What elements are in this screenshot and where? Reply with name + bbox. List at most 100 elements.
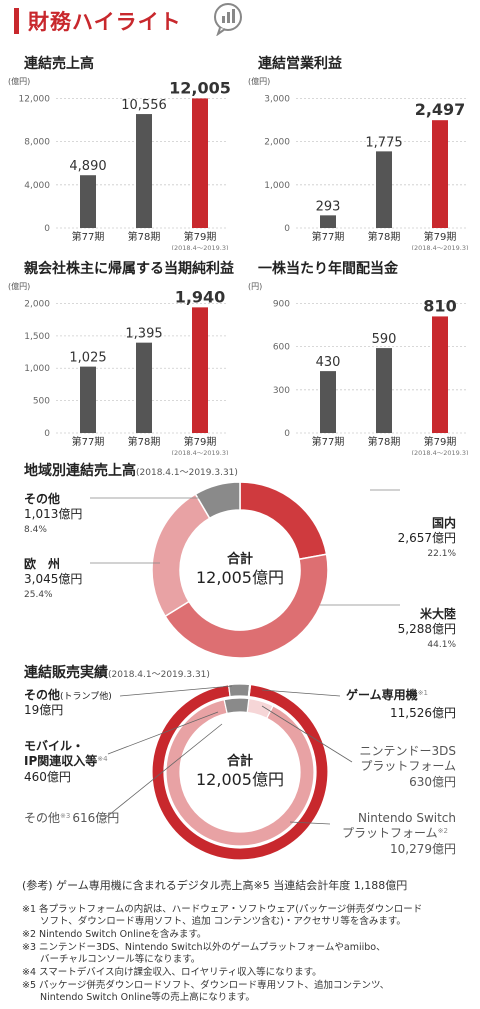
- y-tick-label: 500: [33, 397, 50, 407]
- bar-value-label: 810: [423, 296, 456, 315]
- footnote-5b: Nintendo Switch Online等の売上高になります。: [40, 992, 255, 1003]
- center-label: 合計: [227, 551, 253, 567]
- y-unit-label: (億円): [248, 76, 270, 86]
- bar-value-label: 293: [316, 199, 341, 214]
- bar: [376, 151, 392, 228]
- slice-pct: 22.1%: [427, 549, 456, 559]
- x-tick-label: 第79期: [424, 230, 457, 243]
- x-tick-label: 第78期: [368, 435, 401, 448]
- bar: [136, 342, 152, 433]
- leader-line: [261, 705, 353, 763]
- x-tick-label: 第79期: [184, 230, 217, 243]
- bar: [80, 366, 96, 433]
- bar: [136, 114, 152, 228]
- section-accent-bar: [14, 8, 19, 34]
- leader-line: [103, 723, 223, 820]
- bar: [320, 215, 336, 228]
- footnote-1b: ソフト、ダウンロード専用ソフト、追加 コンテンツ含む)・アクセサリ等を含みます。: [40, 916, 406, 927]
- bar: [432, 120, 448, 228]
- donut-slice: [194, 481, 241, 520]
- bar-value-label: 2,497: [415, 100, 466, 119]
- bar: [80, 175, 96, 228]
- chart-title-net-income: 親会社株主に帰属する当期純利益: [24, 261, 234, 277]
- bar: [192, 98, 208, 228]
- footnote-4: ※4 スマートデバイス向け課金収入、ロイヤリティ収入等になります。: [22, 967, 322, 978]
- label-switch-2: プラットフォーム※2: [342, 826, 448, 840]
- x-tick-label: 第77期: [72, 230, 105, 243]
- leader-line: [107, 711, 219, 755]
- donut-inner-slice: [223, 697, 250, 715]
- donut-inner-slice: [165, 699, 315, 847]
- x-tick-label: 第78期: [128, 230, 161, 243]
- bar-value-label: 590: [372, 332, 397, 347]
- slice-name: 欧 州: [24, 556, 60, 571]
- y-tick-label: 2,000: [264, 138, 290, 148]
- x-tick-label: 第77期: [72, 435, 105, 448]
- slice-pct: 44.1%: [427, 640, 456, 650]
- bar-value-label: 12,005: [169, 78, 231, 97]
- y-tick-label: 300: [273, 386, 290, 396]
- label-3ds-1: ニンテンドー3DS: [360, 744, 457, 758]
- y-tick-label: 900: [273, 299, 290, 309]
- label-mobile-1: モバイル・: [24, 739, 84, 753]
- center-value: 12,005億円: [196, 568, 284, 587]
- x-tick-label: 第77期: [312, 435, 345, 448]
- period-note: (2018.4〜2019.3): [411, 244, 468, 250]
- slice-value: 1,013億円: [24, 507, 82, 521]
- bar-value-label: 1,940: [175, 287, 226, 306]
- bar: [376, 348, 392, 433]
- bar: [192, 307, 208, 433]
- donut-outer-slice: [247, 683, 252, 698]
- x-tick-label: 第78期: [128, 435, 161, 448]
- slice-name: 米大陸: [420, 606, 456, 621]
- bar-value-label: 1,395: [125, 327, 162, 342]
- leader-line: [119, 685, 233, 697]
- label-switch-value: 10,279億円: [390, 842, 456, 856]
- bar-chart-net-income: (億円) 0 500 1,000 1,500 2,000 1,025 第77期 1,395 第78…: [8, 281, 229, 455]
- label-mobile-value: 460億円: [24, 770, 71, 784]
- leader-line: [289, 821, 331, 825]
- bar-chart-dividend: (円) 0 300 600 900 430 第77期 590 第78期 810 第79期(2018.…: [248, 282, 469, 455]
- donut-chart-segment: その他(トランプ他) 19億円 モバイル・ IP関連収入等※4 460億円 その…: [24, 683, 457, 861]
- y-tick-label: 3,000: [264, 94, 290, 104]
- y-tick-label: 12,000: [19, 94, 51, 104]
- period-note: (2018.4〜2019.3): [411, 449, 468, 455]
- slice-pct: 25.4%: [24, 590, 53, 600]
- bar-chart-sales: (億円) 0 4,000 8,000 12,000 4,890 第77期 10,556 第78期…: [8, 76, 231, 250]
- slice-name: 国内: [432, 515, 456, 530]
- y-tick-label: 1,500: [24, 332, 50, 342]
- slice-pct: 8.4%: [24, 525, 47, 535]
- label-mobile-2: IP関連収入等※4: [24, 753, 108, 768]
- y-tick-label: 0: [284, 429, 290, 439]
- period-note: (2018.4〜2019.3): [171, 449, 228, 455]
- slice-name: その他: [24, 491, 60, 506]
- section-title: 財務ハイライト: [28, 10, 182, 34]
- y-tick-label: 0: [44, 429, 50, 439]
- footnote-2: ※2 Nintendo Switch Onlineを含みます。: [22, 929, 207, 940]
- y-tick-label: 8,000: [24, 138, 50, 148]
- bar-value-label: 1,025: [69, 351, 106, 366]
- segment-period: (2018.4.1〜2019.3.31): [108, 670, 210, 680]
- bar-chart-operating-income: (億円) 0 1,000 2,000 3,000 293 第77期 1,775 第78期 2,49…: [248, 76, 469, 250]
- chart-title-operating-income: 連結営業利益: [258, 56, 342, 72]
- y-tick-label: 0: [284, 224, 290, 234]
- chart-speech-icon: [214, 3, 242, 36]
- leader-line: [261, 689, 341, 697]
- y-tick-label: 0: [44, 224, 50, 234]
- y-unit-label: (円): [248, 282, 262, 291]
- label-other3: その他※3 616億円: [24, 811, 119, 825]
- x-tick-label: 第79期: [424, 435, 457, 448]
- label-3ds-value: 630億円: [409, 775, 456, 789]
- y-tick-label: 2,000: [24, 299, 50, 309]
- y-tick-label: 600: [273, 343, 290, 353]
- region-period: (2018.4.1〜2019.3.31): [136, 468, 238, 478]
- segment-title-text: 連結販売実績: [24, 665, 108, 681]
- slice-value: 2,657億円: [398, 531, 456, 545]
- bar: [432, 316, 448, 433]
- center-value: 12,005億円: [196, 770, 284, 789]
- y-tick-label: 4,000: [24, 181, 50, 191]
- label-switch-1: Nintendo Switch: [358, 811, 456, 825]
- bar: [320, 371, 336, 433]
- footnote-5a: ※5 パッケージ併売ダウンロードソフト、ダウンロード専用ソフト、追加コンテンツ、: [22, 980, 390, 991]
